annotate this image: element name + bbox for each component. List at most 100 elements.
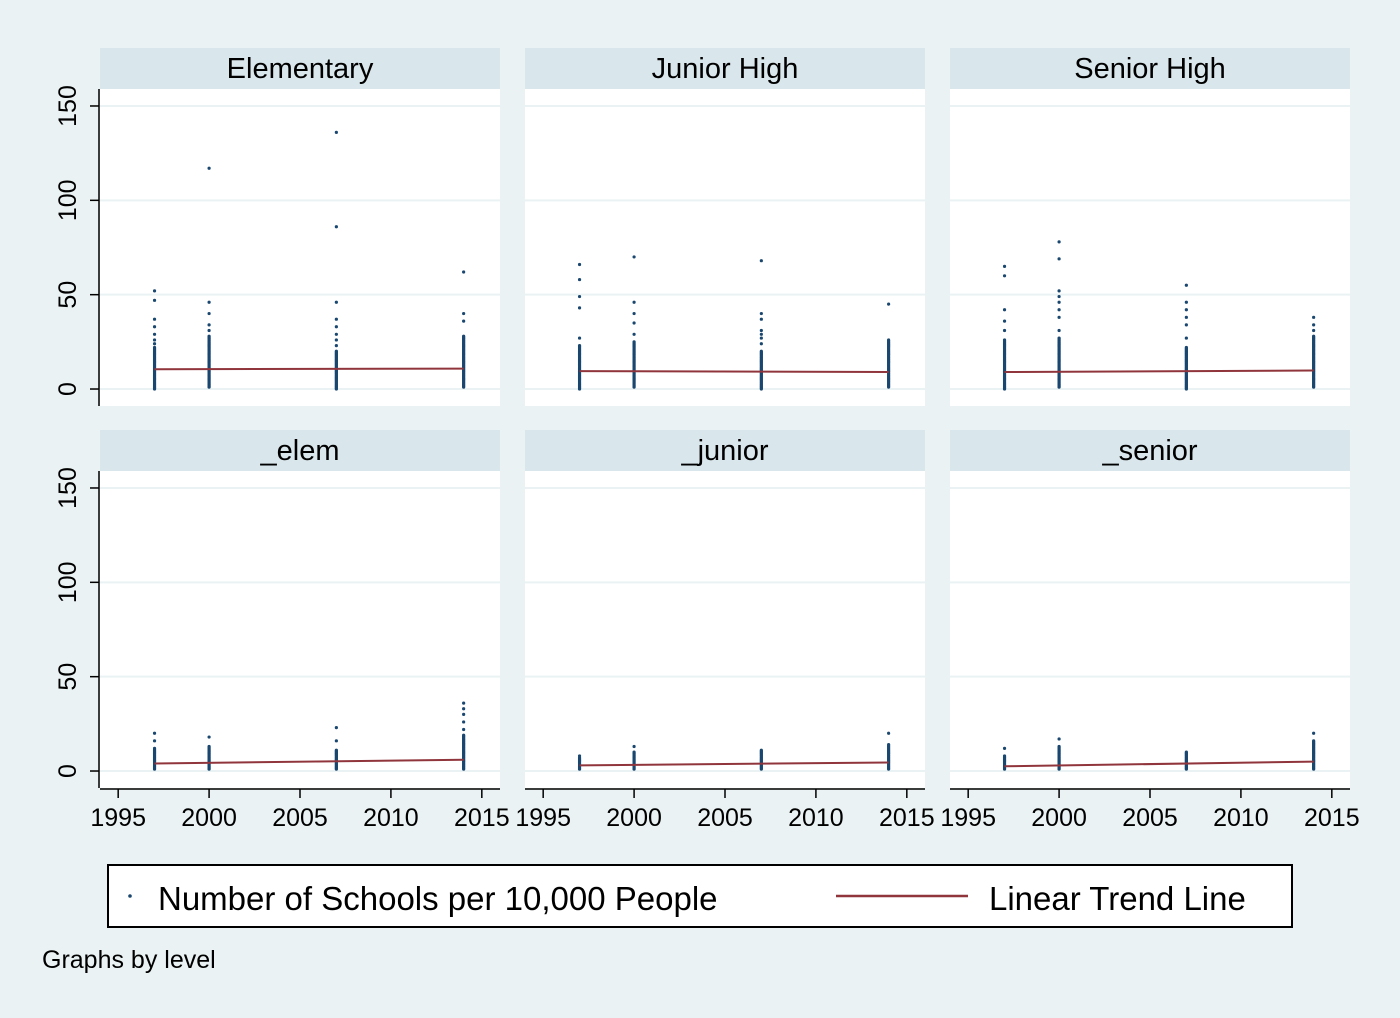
data-point [1057,300,1061,304]
trend-line [154,758,464,765]
panel-title-bar [950,48,1350,89]
data-point [334,344,338,348]
data-point [1312,328,1316,333]
panel-title: _senior [1101,435,1197,467]
data-point [759,336,763,340]
data-point [334,130,338,134]
panel-title: Junior High [652,53,799,85]
data-point [1312,323,1316,327]
x-tick-label: 2005 [697,804,753,832]
data-point [577,277,582,282]
data-point [887,731,891,735]
data-point [632,340,636,344]
data-point [462,270,466,274]
trend-line [1004,760,1314,768]
data-point [1184,336,1188,340]
legend-label-points: Number of Schools per 10,000 People [158,880,718,917]
data-point [577,754,582,758]
data-point [1002,308,1007,312]
x-tick-label: 2015 [454,804,510,832]
data-point [1184,308,1188,312]
data-point [1057,257,1061,261]
panel-6: _senior [950,430,1350,788]
data-point [1002,319,1007,323]
data-point [152,731,157,735]
data-point [1057,240,1061,244]
data-point [759,259,763,263]
panel-title-bar [525,48,925,89]
data-point [1057,289,1061,293]
y-tick-label: 50 [54,663,82,691]
data-point [334,317,338,321]
x-tick-label: 2010 [788,804,844,832]
data-point [887,302,891,306]
x-tick-label: 2000 [606,804,662,832]
panel-title: _elem [260,435,340,467]
data-point [207,166,211,170]
data-point [462,319,466,323]
legend-label-trend: Linear Trend Line [989,880,1246,917]
data-point [152,289,157,293]
panel-1: Elementary [100,48,500,406]
trend-line [579,761,889,767]
data-point [1057,294,1061,299]
data-point [207,334,211,338]
data-point [152,342,157,346]
data-point [207,744,211,749]
data-point [334,739,338,743]
data-point [152,317,157,321]
data-point [1184,750,1188,754]
data-point [334,225,338,229]
data-point [334,349,338,353]
x-tick-label: 2010 [363,804,419,832]
data-point [207,311,211,316]
data-point [759,748,763,752]
y-tick-label: 100 [54,561,82,603]
data-point [152,746,157,750]
data-point [1312,334,1316,338]
data-point [152,325,157,329]
x-tick-label: 2005 [1122,804,1178,832]
panel-title-bar [100,48,500,89]
panel-title-bar [950,430,1350,471]
plot-area [525,89,925,406]
data-point [1057,336,1061,340]
data-point [577,344,582,348]
data-point [1002,746,1007,750]
data-point [152,332,157,336]
data-point [1002,754,1007,758]
data-point [1057,744,1061,749]
panel-3: Senior High [950,48,1350,406]
y-tick-label: 0 [54,382,82,396]
data-point [462,733,466,737]
legend: Number of Schools per 10,000 People Line… [107,864,1293,928]
data-point [152,345,157,350]
panel-5: _junior [525,430,925,788]
x-tick-label: 2005 [272,804,328,832]
data-point [1184,323,1188,327]
data-point [1002,338,1007,342]
data-point [334,325,338,329]
x-tick-label: 2010 [1213,804,1269,832]
data-point [207,323,211,327]
trend-line [154,367,464,371]
trend-line [579,370,889,374]
x-tick-label: 2000 [181,804,237,832]
x-tick-label: 1995 [90,804,146,832]
data-point [462,727,466,732]
trend-line [1004,369,1314,374]
data-point [334,726,338,730]
x-tick-label: 1995 [940,804,996,832]
data-point [632,332,636,336]
plot-area [950,471,1350,788]
data-point [152,298,157,302]
legend-box [107,864,1293,928]
data-point [1057,737,1061,741]
data-point [1057,315,1061,319]
plot-area [950,89,1350,406]
data-point [462,707,466,711]
data-point [632,750,636,754]
data-point [152,739,157,743]
